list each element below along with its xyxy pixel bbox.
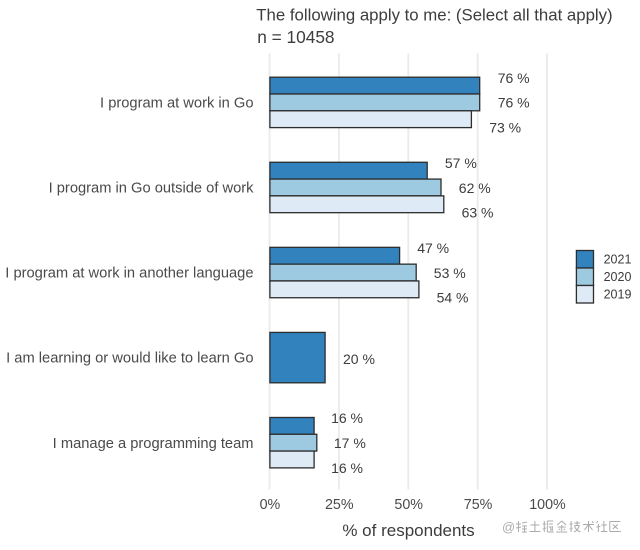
svg-text:25%: 25%: [325, 497, 354, 513]
svg-text:16 %: 16 %: [331, 410, 363, 426]
svg-text:% of respondents: % of respondents: [342, 521, 474, 540]
svg-text:76 %: 76 %: [498, 70, 530, 86]
svg-text:54 %: 54 %: [437, 290, 469, 306]
svg-text:100%: 100%: [529, 497, 566, 513]
svg-text:75%: 75%: [464, 497, 493, 513]
svg-text:53 %: 53 %: [434, 265, 466, 281]
svg-text:47 %: 47 %: [417, 240, 449, 256]
svg-text:16 %: 16 %: [331, 460, 363, 476]
svg-text:2021: 2021: [604, 253, 632, 267]
svg-text:I am learning or would like to: I am learning or would like to learn Go: [6, 351, 253, 367]
svg-text:I program at work in Go: I program at work in Go: [100, 96, 253, 112]
svg-text:I manage a programming team: I manage a programming team: [53, 436, 254, 452]
svg-text:50%: 50%: [394, 497, 423, 513]
svg-text:76 %: 76 %: [498, 95, 530, 111]
svg-text:73 %: 73 %: [489, 120, 521, 136]
svg-text:20 %: 20 %: [343, 351, 375, 367]
svg-text:@: @: [502, 520, 515, 535]
svg-text:62 %: 62 %: [459, 180, 491, 196]
svg-text:I program at work in another l: I program at work in another language: [5, 266, 253, 282]
svg-text:57 %: 57 %: [445, 155, 477, 171]
svg-text:2019: 2019: [604, 288, 632, 302]
svg-text:0%: 0%: [260, 497, 281, 513]
svg-text:63 %: 63 %: [462, 205, 494, 221]
svg-text:The following apply to me: (Se: The following apply to me: (Select all t…: [256, 6, 612, 25]
svg-text:I program in Go outside of wor: I program in Go outside of work: [49, 181, 255, 197]
svg-text:n = 10458: n = 10458: [257, 27, 334, 47]
svg-text:2020: 2020: [604, 270, 632, 284]
svg-text:17 %: 17 %: [334, 435, 366, 451]
